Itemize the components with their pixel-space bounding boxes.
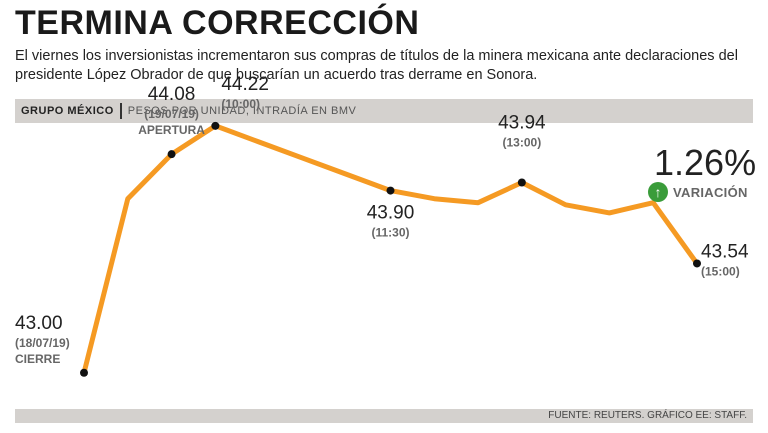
data-point — [693, 259, 701, 268]
data-points — [80, 121, 701, 377]
data-label-time: (15:00) — [701, 264, 740, 278]
chart-title: TERMINA CORRECCIÓN — [15, 4, 420, 42]
data-label-value: 43.54 — [701, 241, 749, 262]
source-text: FUENTE: REUTERS. GRÁFICO EE: STAFF. — [548, 410, 747, 421]
chart-header-bar: GRUPO MÉXICO PESOS POR UNIDAD, INTRADÍA … — [15, 99, 753, 123]
data-label-time: (10:00) — [221, 97, 260, 111]
arrow-up-icon: ↑ — [648, 182, 668, 202]
data-label-value: 43.90 — [367, 203, 415, 224]
data-label-value: 43.94 — [498, 113, 546, 134]
data-label-time: (19/07/19) — [144, 107, 199, 121]
data-point — [517, 178, 526, 187]
data-labels: 43.00 (18/07/19) CIERRE 44.08 (19/07/19) APER… — [15, 74, 749, 366]
variation-value: 1.26% — [654, 142, 757, 183]
data-label-time: (18/07/19) — [15, 336, 70, 350]
data-point — [80, 368, 88, 377]
data-label-note: APERTURA — [138, 123, 205, 137]
data-label-time: (13:00) — [503, 136, 542, 150]
variation-label: VARIACIÓN — [673, 184, 748, 200]
price-series-line — [81, 123, 700, 376]
data-label-note: CIERRE — [15, 352, 60, 366]
data-point — [386, 186, 395, 195]
variation-row: ↑ VARIACIÓN — [648, 182, 748, 202]
data-label-time: (11:30) — [371, 226, 409, 240]
chart-subtitle: El viernes los inversionistas incrementa… — [15, 48, 738, 83]
data-point — [211, 121, 220, 130]
data-label-value: 44.08 — [148, 84, 196, 105]
units-label: PESOS POR UNIDAD, INTRADÍA EN BMV — [127, 105, 357, 117]
header-divider — [119, 103, 122, 119]
source-footer: FUENTE: REUTERS. GRÁFICO EE: STAFF. — [15, 409, 753, 423]
data-point — [167, 150, 176, 159]
data-label-value: 44.22 — [221, 74, 269, 95]
company-name: GRUPO MÉXICO — [21, 105, 114, 117]
data-label-value: 43.00 — [15, 313, 63, 334]
